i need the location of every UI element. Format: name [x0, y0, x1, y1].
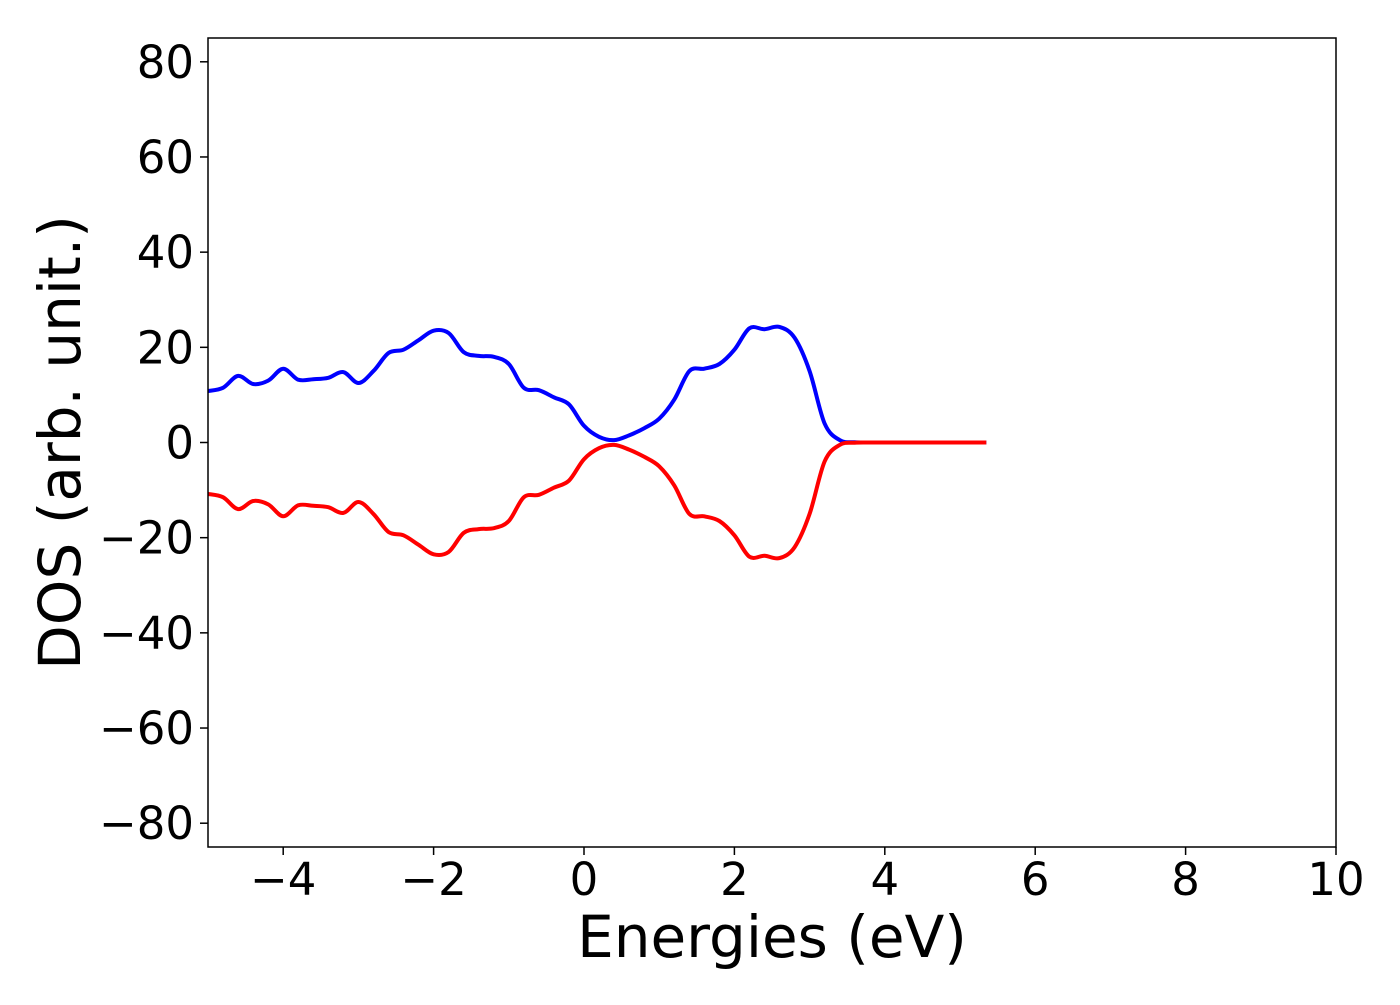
y-axis-label: DOS (arb. unit.)	[26, 215, 94, 670]
x-tick-label: 10	[1307, 853, 1364, 906]
x-tick-label: 6	[1021, 853, 1050, 906]
x-axis-label: Energies (eV)	[577, 903, 967, 971]
y-tick-label: 60	[137, 131, 194, 184]
y-tick-label: 40	[137, 226, 194, 279]
y-tick-label: −80	[99, 797, 194, 850]
x-tick-label: −4	[250, 853, 316, 906]
x-tick-label: −2	[400, 853, 466, 906]
y-tick-label: 80	[137, 36, 194, 89]
y-tick-label: −60	[99, 702, 194, 755]
x-tick-label: 0	[570, 853, 599, 906]
y-tick-label: −20	[99, 512, 194, 565]
y-tick-label: 20	[137, 321, 194, 374]
dos-spin-down-line	[207, 440, 987, 561]
x-tick-label: 2	[720, 853, 749, 906]
y-tick-label: −40	[99, 607, 194, 660]
y-tick-label: 0	[165, 417, 194, 470]
x-tick-label: 8	[1171, 853, 1200, 906]
plot-area	[207, 324, 987, 561]
plot-frame	[207, 37, 1337, 848]
x-tick-label: 4	[870, 853, 899, 906]
dos-spin-up-line	[207, 324, 987, 445]
